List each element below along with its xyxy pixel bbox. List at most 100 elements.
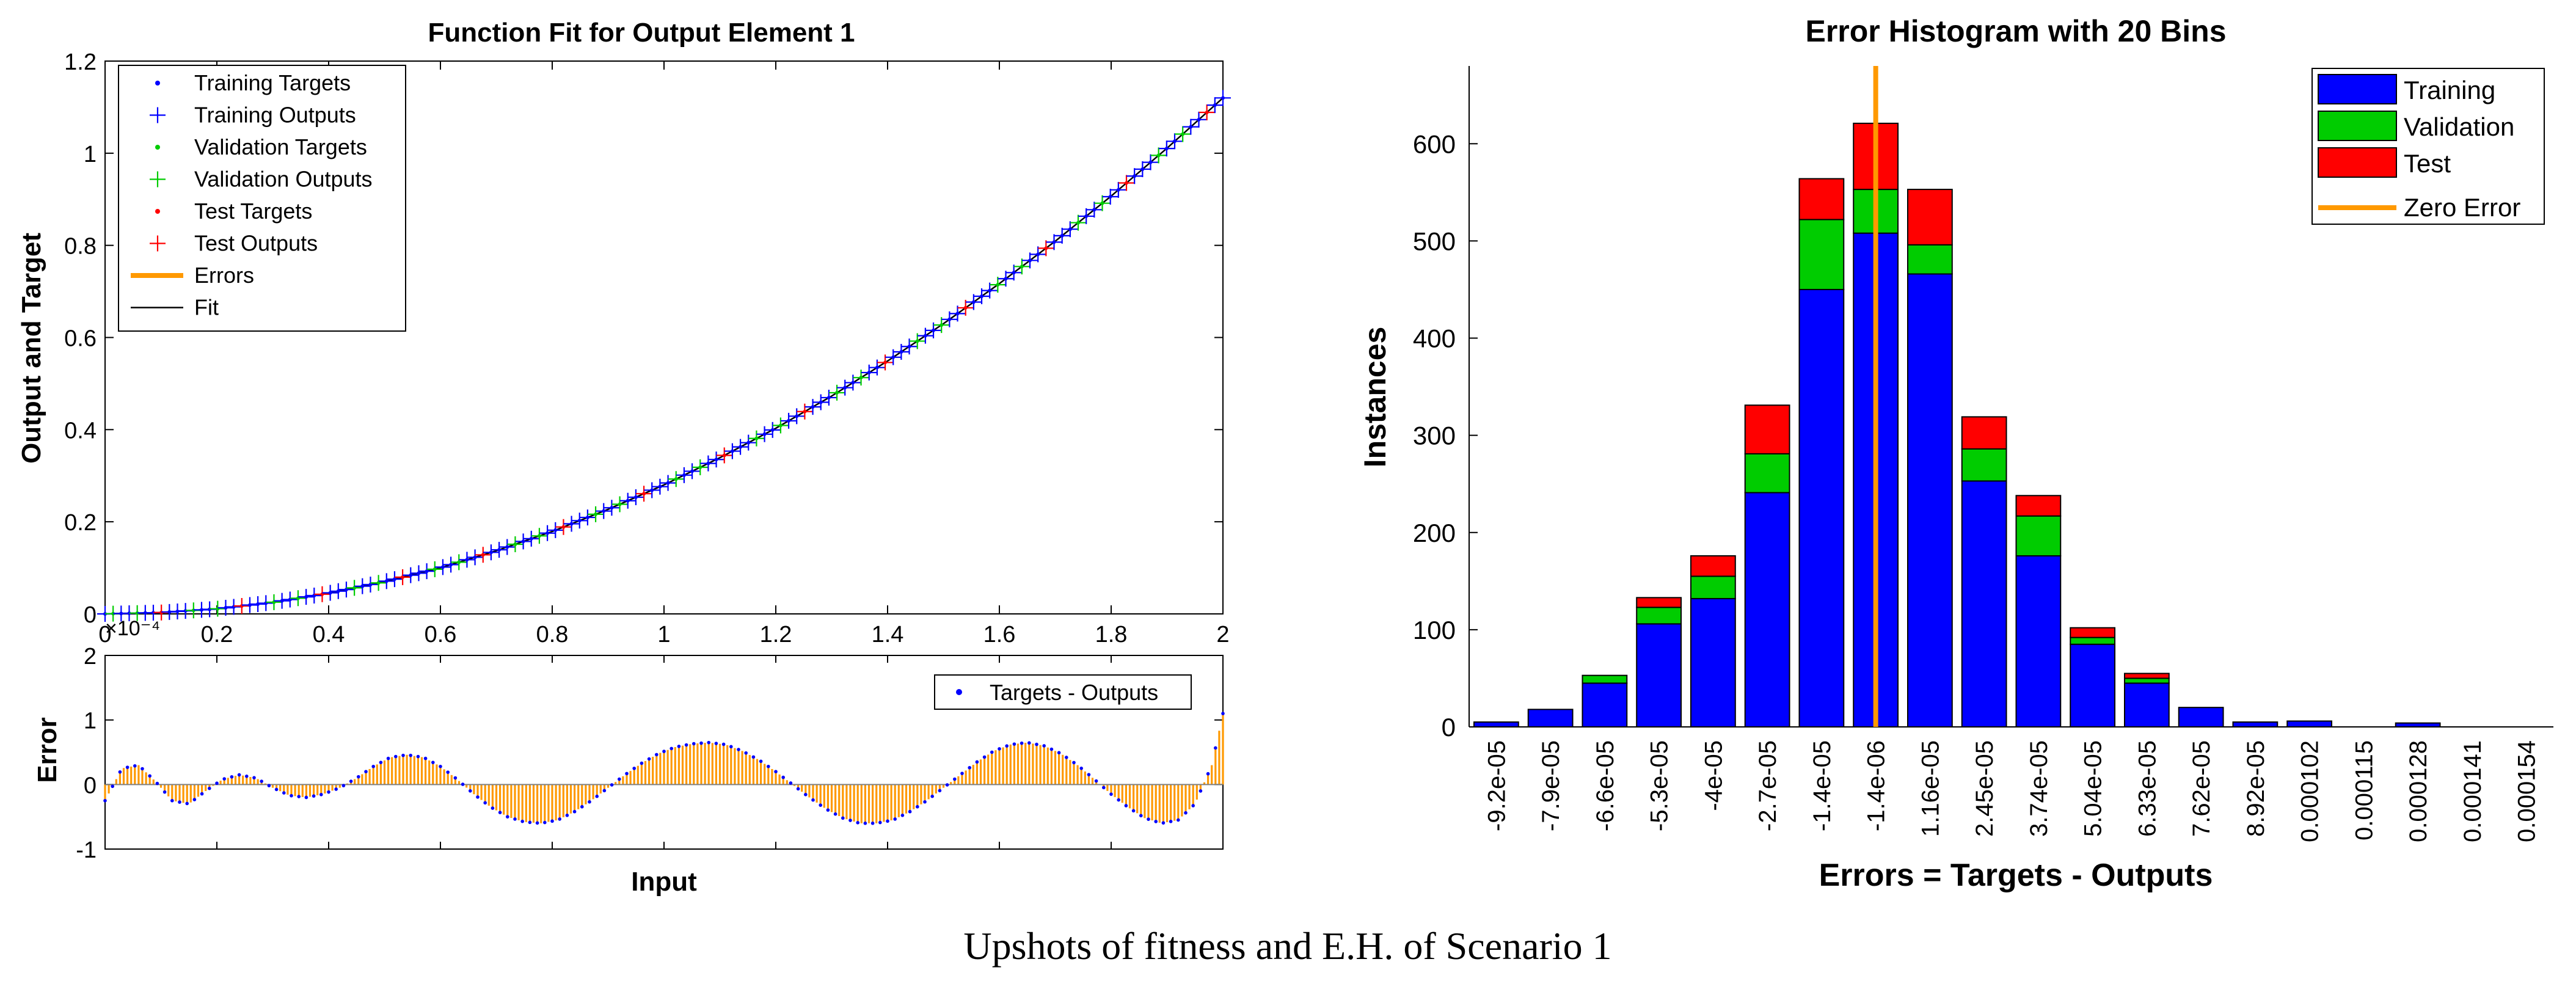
fit-target-dot	[940, 323, 944, 327]
fit-legend-swatch	[155, 145, 160, 150]
error-point	[371, 764, 375, 768]
fit-legend: Training Targets Training Outputs Validati…	[118, 65, 406, 332]
error-point	[848, 819, 852, 822]
error-point	[274, 787, 279, 792]
fit-target-dot	[497, 548, 502, 552]
fit-target-dot	[835, 390, 839, 395]
fit-target-dot	[1044, 246, 1048, 250]
fit-y-axis: 0 0.2 0.4 0.6 0.8 1 1.2	[64, 49, 1223, 628]
error-legend-swatch	[956, 689, 962, 695]
error-point	[953, 777, 957, 781]
hist-bar-training	[1636, 623, 1682, 728]
fit-legend-label: Validation Targets	[194, 134, 367, 159]
hist-x-tick-label: -5.3e-05	[1646, 740, 1673, 831]
fit-target-dot	[1028, 258, 1032, 263]
error-point	[1124, 804, 1128, 808]
error-point	[319, 792, 323, 797]
hist-x-tick-label: 3.74e-05	[2026, 740, 2052, 837]
error-y-tick-label: -1	[76, 837, 97, 863]
error-point	[684, 743, 688, 747]
fit-target-dot	[650, 488, 654, 492]
fit-chart: Function Fit for Output Element 1 Output…	[16, 18, 1231, 647]
hist-legend-label: Zero Error	[2404, 193, 2520, 222]
fit-x-tick-label: 0	[98, 622, 111, 647]
fit-target-dot	[529, 536, 533, 541]
error-point	[245, 775, 249, 778]
hist-y-tick-label: 0	[1442, 713, 1456, 742]
hist-y-tick-label: 600	[1413, 129, 1456, 158]
error-point	[625, 771, 629, 776]
error-point	[863, 821, 867, 825]
error-point	[364, 770, 368, 773]
fit-target-dot	[119, 611, 123, 616]
error-y-tick-label: 2	[84, 644, 97, 669]
error-point	[535, 821, 539, 825]
hist-x-tick-label: 8.92e-05	[2242, 740, 2269, 837]
error-point	[558, 817, 561, 821]
hist-x-tick-label: -1.4e-06	[1863, 740, 1890, 831]
error-point	[670, 746, 673, 751]
error-point	[789, 781, 793, 785]
error-point	[610, 783, 614, 787]
fit-target-dot	[1140, 167, 1145, 171]
hist-bar-test	[2123, 673, 2170, 679]
fit-target-dot	[1205, 110, 1209, 114]
fit-legend-label: Test Outputs	[194, 231, 318, 256]
error-point	[282, 791, 286, 795]
fit-title: Function Fit for Output Element 1	[428, 18, 855, 48]
hist-bar-training	[1961, 480, 2007, 728]
fit-y-tick-label: 0.8	[64, 234, 97, 260]
fit-target-dot	[1108, 195, 1112, 199]
error-point	[304, 795, 308, 800]
error-point	[230, 775, 234, 779]
hist-y-tick-label: 400	[1413, 324, 1456, 353]
fit-legend-label: Validation Outputs	[194, 167, 373, 192]
fit-target-dot	[819, 400, 823, 404]
hist-bar-training	[1744, 492, 1790, 728]
hist-legend-label: Training	[2404, 76, 2495, 104]
hist-bar-test	[2015, 495, 2062, 517]
error-point	[968, 765, 971, 770]
error-point	[655, 753, 659, 757]
error-point	[647, 757, 651, 761]
fit-target-dot	[826, 395, 831, 399]
hist-x-tick-label: -6.6e-05	[1592, 740, 1619, 831]
hist-bar-validation	[1906, 244, 1953, 275]
fit-target-dot	[143, 611, 147, 615]
fit-target-dot	[762, 432, 767, 436]
error-point	[1079, 766, 1083, 770]
fit-target-dot	[449, 563, 453, 567]
fit-target-dot	[457, 560, 461, 564]
fit-target-dot	[658, 484, 662, 489]
error-point	[729, 745, 733, 749]
error-point	[431, 760, 435, 764]
fit-target-dot	[666, 481, 670, 485]
error-point	[409, 753, 412, 757]
error-point	[297, 795, 301, 798]
error-point	[252, 776, 256, 779]
error-ylabel: Error	[32, 717, 62, 783]
error-point	[602, 789, 607, 793]
error-point	[498, 811, 502, 814]
hist-bar-validation	[2123, 677, 2170, 684]
error-point	[707, 740, 710, 745]
hist-x-ticks: -9.2e-05 -7.9e-05 -6.6e-05 -5.3e-05 -4e-05 -2…	[1483, 740, 2540, 842]
error-exponent-label: ×10⁻⁴	[105, 617, 160, 640]
hist-bar-validation	[1636, 607, 1682, 625]
hist-bar-training	[2286, 720, 2333, 728]
fit-target-dot	[932, 328, 936, 332]
fit-target-dot	[368, 582, 373, 586]
error-point	[379, 760, 383, 764]
error-point	[767, 764, 770, 768]
error-point	[520, 819, 524, 823]
fit-target-dot	[103, 612, 107, 616]
error-point	[744, 751, 748, 755]
hist-x-tick-label: 0.000115	[2351, 740, 2377, 841]
error-point	[632, 767, 636, 770]
fit-target-dot	[891, 355, 896, 359]
error-legend-label: Targets - Outputs	[990, 680, 1158, 705]
hist-bar-training	[2070, 643, 2116, 728]
hist-x-tick-label: 1.16e-05	[1917, 740, 1944, 837]
error-point	[1094, 779, 1098, 783]
